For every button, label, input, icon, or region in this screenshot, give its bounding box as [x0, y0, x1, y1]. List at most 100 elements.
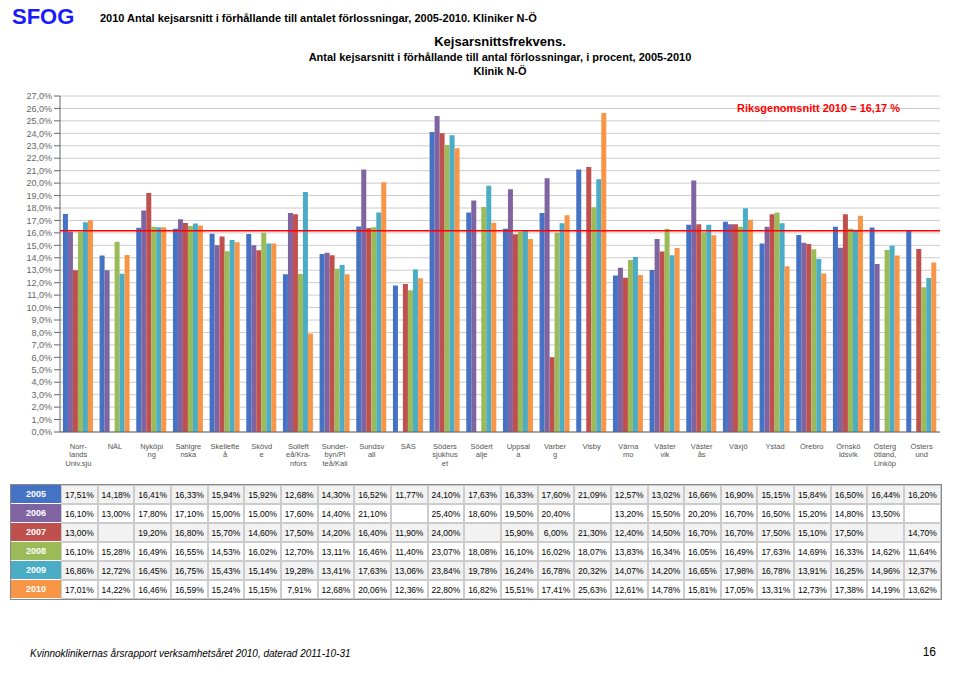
html-text:16,20%: 16,20%: [908, 489, 937, 500]
svg-text:Skellefteå: Skellefteå: [211, 442, 240, 460]
html-text:16: 16: [922, 645, 936, 659]
html-text:15,15%: 15,15%: [761, 489, 791, 500]
html-text:17,63%: 17,63%: [468, 489, 497, 500]
html-text:13,02%: 13,02%: [651, 489, 681, 500]
html-text:16,90%: 16,90%: [724, 489, 754, 500]
svg-text:15,0%: 15,0%: [26, 241, 52, 251]
svg-text:5,0%: 5,0%: [31, 365, 52, 375]
html-text:20,20%: 20,20%: [688, 508, 717, 519]
html-text:15,50%: 15,50%: [651, 508, 681, 519]
svg-text:19,0%: 19,0%: [26, 191, 52, 201]
html-text:20,40%: 20,40%: [541, 508, 571, 519]
html-text:16,52%: 16,52%: [358, 489, 387, 500]
html-text:12,68%: 12,68%: [284, 489, 314, 500]
html-text:16,66%: 16,66%: [688, 489, 717, 500]
svg-text:Södertalje: Södertalje: [471, 442, 494, 460]
html-text:17,10%: 17,10%: [174, 508, 204, 519]
svg-text:13,0%: 13,0%: [26, 265, 52, 275]
svg-text:Skövde: Skövde: [251, 442, 272, 460]
svg-text:Östersund: Östersund: [911, 442, 933, 460]
html-text:13,00%: 13,00%: [101, 508, 131, 519]
html-text:11,77%: 11,77%: [395, 489, 424, 500]
html-text:Klinik N-Ö: Klinik N-Ö: [473, 65, 527, 77]
svg-text:Östergötland,Linköp: Östergötland,Linköp: [874, 442, 897, 468]
html-text:16,41%: 16,41%: [138, 489, 168, 500]
svg-text:Norr-landsUniv.sju: Norr-landsUniv.sju: [65, 442, 91, 468]
svg-text:11,0%: 11,0%: [27, 290, 52, 300]
html-text:24,10%: 24,10%: [431, 489, 461, 500]
html-text:17,80%: 17,80%: [138, 508, 168, 519]
html-text:17,51%: 17,51%: [64, 489, 94, 500]
html-text:Antal kejsarsnitt i förhålland: Antal kejsarsnitt i förhållande till ant…: [308, 51, 692, 63]
html-text:15,00%: 15,00%: [248, 508, 277, 519]
html-text:16,33%: 16,33%: [504, 489, 534, 500]
svg-text:9,0%: 9,0%: [31, 315, 52, 325]
svg-text:Värnamo: Värnamo: [618, 442, 639, 460]
svg-text:25,0%: 25,0%: [26, 116, 52, 126]
svg-text:Varberg: Varberg: [544, 442, 566, 460]
html-text:16,10%: 16,10%: [64, 508, 94, 519]
html-text:17,60%: 17,60%: [284, 508, 314, 519]
svg-text:21,0%: 21,0%: [26, 166, 52, 176]
html-text:15,92%: 15,92%: [248, 489, 277, 500]
html-text:21,09%: 21,09%: [578, 489, 607, 500]
svg-text:Växjö: Växjö: [729, 442, 748, 451]
svg-text:0,0%: 0,0%: [31, 427, 52, 437]
html-text:12,57%: 12,57%: [614, 489, 644, 500]
html-text:SFOG: SFOG: [12, 4, 75, 29]
html-text:18,60%: 18,60%: [468, 508, 497, 519]
html-text:13,20%: 13,20%: [614, 508, 644, 519]
svg-text:17,0%: 17,0%: [26, 216, 52, 226]
svg-text:Sollefteå/Kra-nfors: Sollefteå/Kra-nfors: [286, 442, 311, 468]
svg-text:Örebro: Örebro: [800, 442, 823, 451]
html-text:Kejsarsnittsfrekvens.: Kejsarsnittsfrekvens.: [434, 34, 566, 49]
html-text:15,94%: 15,94%: [211, 489, 241, 500]
svg-text:Nyköping: Nyköping: [140, 442, 163, 460]
svg-text:16,0%: 16,0%: [26, 228, 52, 238]
html-text:16,70%: 16,70%: [724, 508, 754, 519]
svg-text:2,0%: 2,0%: [31, 402, 52, 412]
svg-text:Ystad: Ystad: [765, 442, 784, 451]
svg-text:7,0%: 7,0%: [31, 340, 52, 350]
svg-text:23,0%: 23,0%: [26, 141, 52, 151]
html-text:19,50%: 19,50%: [504, 508, 534, 519]
svg-text:24,0%: 24,0%: [26, 129, 52, 139]
svg-text:12,0%: 12,0%: [26, 278, 52, 288]
svg-text:10,0%: 10,0%: [26, 303, 52, 313]
html-text:14,30%: 14,30%: [321, 489, 351, 500]
svg-text:SÄS: SÄS: [401, 442, 416, 451]
svg-text:Västerås: Västerås: [691, 442, 713, 460]
svg-text:14,0%: 14,0%: [26, 253, 52, 263]
svg-text:27,0%: 27,0%: [26, 91, 52, 101]
html-text:Riksgenomsnitt 2010 = 16,17 %: Riksgenomsnitt 2010 = 16,17 %: [737, 102, 900, 114]
svg-text:Sundsvall: Sundsvall: [359, 442, 384, 460]
svg-text:Visby: Visby: [583, 442, 601, 451]
svg-text:Söderssjukhuset: Söderssjukhuset: [432, 442, 458, 468]
svg-text:Västervik: Västervik: [654, 442, 676, 460]
svg-text:18,0%: 18,0%: [26, 203, 52, 213]
html-text:15,84%: 15,84%: [798, 489, 827, 500]
html-text:14,18%: 14,18%: [101, 489, 131, 500]
html-text:21,10%: 21,10%: [358, 508, 387, 519]
svg-text:26,0%: 26,0%: [26, 104, 52, 114]
html-text:2010 Antal kejsarsnitt i förhå: 2010 Antal kejsarsnitt i förhållande til…: [100, 12, 537, 24]
html-text:25,40%: 25,40%: [431, 508, 461, 519]
html-text:14,40%: 14,40%: [321, 508, 351, 519]
svg-text:8,0%: 8,0%: [31, 328, 52, 338]
svg-text:1,0%: 1,0%: [31, 415, 52, 425]
svg-text:Sunder-byn/Piteå/Kali: Sunder-byn/Piteå/Kali: [322, 442, 349, 468]
html-text:17,60%: 17,60%: [541, 489, 571, 500]
html-text:16,50%: 16,50%: [834, 489, 864, 500]
html-text:16,33%: 16,33%: [174, 489, 204, 500]
svg-text:4,0%: 4,0%: [31, 377, 52, 387]
html-text:15,00%: 15,00%: [211, 508, 241, 519]
svg-text:22,0%: 22,0%: [26, 153, 52, 163]
svg-text:Uppsala: Uppsala: [507, 442, 531, 460]
svg-text:3,0%: 3,0%: [31, 390, 52, 400]
html-text:16,44%: 16,44%: [871, 489, 901, 500]
svg-text:20,0%: 20,0%: [26, 178, 52, 188]
svg-text:6,0%: 6,0%: [31, 353, 52, 363]
svg-text:Örnsköldsvik: Örnsköldsvik: [836, 442, 860, 460]
svg-text:NÄL: NÄL: [108, 442, 123, 451]
svg-text:Sahlgrenska: Sahlgrenska: [175, 442, 201, 460]
